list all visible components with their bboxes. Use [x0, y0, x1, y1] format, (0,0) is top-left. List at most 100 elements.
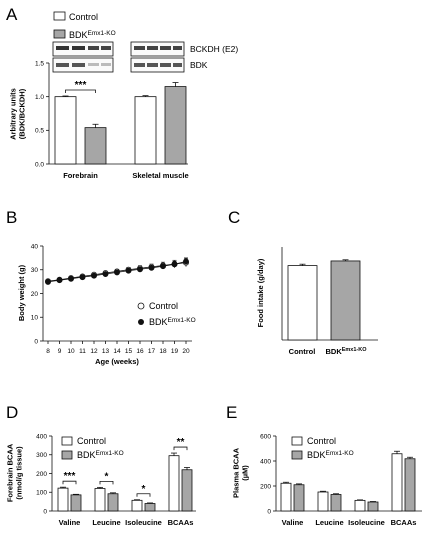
- blot-label-bckdh: BCKDH (E2): [190, 44, 238, 54]
- blot-band: [72, 46, 85, 50]
- legend-e: Control BDKEmx1-KO: [291, 436, 354, 460]
- panel-b-point-ko: [79, 274, 86, 281]
- panel-d-bar-ko: [107, 493, 119, 512]
- panel-a-category-label: Skeletal muscle: [132, 171, 188, 180]
- panel-d-significance-stars: **: [177, 437, 185, 448]
- panel-d-bar-control: [131, 499, 143, 512]
- panel-e-category-label: Leucine: [315, 518, 343, 527]
- panel-d-bar-ko: [70, 494, 82, 512]
- panel-d-category-label: BCAAs: [168, 518, 194, 527]
- panel-a-bar-ko: [84, 127, 107, 165]
- panel-label-c: C: [228, 208, 240, 227]
- legend-a-ko-label: BDKEmx1-KO: [69, 30, 116, 40]
- panel-d-y-axis-label: Forebrain BCAA: [6, 443, 15, 502]
- blot-band: [147, 63, 158, 67]
- legend-d-control-label: Control: [77, 436, 106, 446]
- panel-d-bar-control: [94, 488, 106, 512]
- panel-a-category-label: Forebrain: [63, 171, 98, 180]
- legend-d-ko-swatch: [61, 450, 73, 460]
- panel-b-x-axis-label: Age (weeks): [95, 357, 139, 366]
- panel-a-y-tick-label: 1.0: [35, 94, 44, 101]
- blot-band: [101, 46, 111, 50]
- legend-b: Control BDKEmx1-KO: [137, 301, 196, 327]
- panel-b-point-ko: [56, 277, 63, 284]
- panel-b-point-ko: [160, 263, 166, 270]
- panel-d-y-axis-label: (nmol/g tissue): [15, 446, 24, 500]
- blot-band: [72, 63, 85, 67]
- panel-b-x-tick-label: 18: [159, 348, 167, 355]
- panel-e-bar-control: [354, 499, 366, 512]
- legend-b-control-label: Control: [149, 301, 178, 311]
- panel-b-point-ko: [102, 271, 109, 277]
- blot-band: [147, 46, 158, 50]
- panel-b-y-tick-label: 0: [34, 338, 38, 345]
- panel-e-bar-ko: [330, 494, 342, 512]
- panel-c-bar-control: [287, 265, 318, 341]
- panel-e-category-label: Valine: [282, 518, 304, 527]
- panel-b-point-ko: [171, 261, 178, 268]
- panel-a-bar-control: [134, 96, 157, 165]
- panel-d-bar-ko: [144, 503, 156, 512]
- legend-b-control-marker: [137, 302, 145, 310]
- panel-c-category-label: BDKEmx1-KO: [325, 347, 367, 356]
- blot-band: [88, 63, 99, 66]
- panel-d-y-tick-label: 0: [43, 508, 47, 515]
- blot-band: [56, 63, 69, 67]
- panel-c-category-label: Control: [289, 347, 316, 356]
- panel-e-y-tick-label: 600: [260, 433, 271, 440]
- panel-d-significance-bracket: [62, 480, 77, 485]
- panel-b-x-tick-label: 17: [148, 348, 156, 355]
- panel-d-y-tick-label: 100: [36, 490, 47, 497]
- panel-d-y-tick-label: 400: [36, 433, 47, 440]
- panel-b-point-ko: [125, 267, 132, 274]
- panel-a-bar-control: [54, 96, 77, 165]
- legend-b-ko-marker: [138, 319, 144, 325]
- panel-b-point-ko: [91, 272, 97, 279]
- panel-b-point-ko: [114, 269, 120, 276]
- legend-b-ko-label: BDKEmx1-KO: [149, 317, 196, 327]
- panel-d-category-label: Leucine: [92, 518, 120, 527]
- blot-band: [173, 46, 182, 50]
- legend-d-control-swatch: [61, 436, 73, 446]
- panel-d-significance-stars: *: [105, 471, 109, 482]
- panel-b-x-tick-label: 13: [102, 348, 110, 355]
- panel-d-significance-stars: *: [142, 484, 146, 495]
- blot-band: [88, 46, 99, 50]
- panel-d-significance-bracket: [136, 493, 151, 497]
- panel-b-y-tick-label: 10: [31, 315, 39, 322]
- panel-e-y-axis-label: Plasma BCAA: [232, 447, 241, 498]
- blot-band: [56, 46, 69, 50]
- panel-d-category-label: Valine: [59, 518, 81, 527]
- panel-b-x-tick-label: 12: [90, 348, 98, 355]
- panel-a-y-tick-label: 0.5: [35, 128, 44, 135]
- legend-e-control-label: Control: [307, 436, 336, 446]
- panel-label-a: A: [6, 5, 18, 24]
- legend-a-control-swatch: [53, 11, 66, 21]
- panel-b-point-ko: [45, 278, 51, 285]
- legend-e-ko-label: BDKEmx1-KO: [307, 450, 354, 460]
- blot-band: [134, 63, 145, 67]
- panel-b-x-tick-label: 16: [136, 348, 144, 355]
- panel-a-bar-ko: [164, 86, 187, 165]
- panel-e-y-tick-label: 0: [267, 508, 271, 515]
- panel-b-x-tick-label: 19: [171, 348, 179, 355]
- panel-b-y-tick-label: 30: [31, 267, 39, 274]
- panel-b-x-tick-label: 10: [67, 348, 75, 355]
- panel-a-y-tick-label: 1.5: [35, 60, 44, 67]
- panel-d-bar-ko: [181, 469, 193, 512]
- blot-band: [160, 63, 171, 67]
- panel-e-bar-ko: [404, 458, 416, 512]
- panel-d-bar-control: [168, 455, 180, 512]
- panel-a-y-tick-label: 0.0: [35, 161, 44, 168]
- panel-b-x-tick-label: 20: [182, 348, 190, 355]
- panel-d-y-tick-label: 300: [36, 452, 47, 459]
- panel-e-category-label: Isoleucine: [348, 518, 385, 527]
- panel-e-category-label: BCAAs: [391, 518, 417, 527]
- panel-b-x-tick-label: 14: [113, 348, 121, 355]
- panel-a-y-axis-label: (BDK/BCKDH): [18, 88, 27, 139]
- legend-d-ko-label: BDKEmx1-KO: [77, 450, 124, 460]
- panel-e-bar-control: [280, 482, 292, 512]
- panel-e-bar-control: [317, 491, 329, 512]
- panel-c-y-axis-label: Food intake (g/day): [256, 258, 265, 327]
